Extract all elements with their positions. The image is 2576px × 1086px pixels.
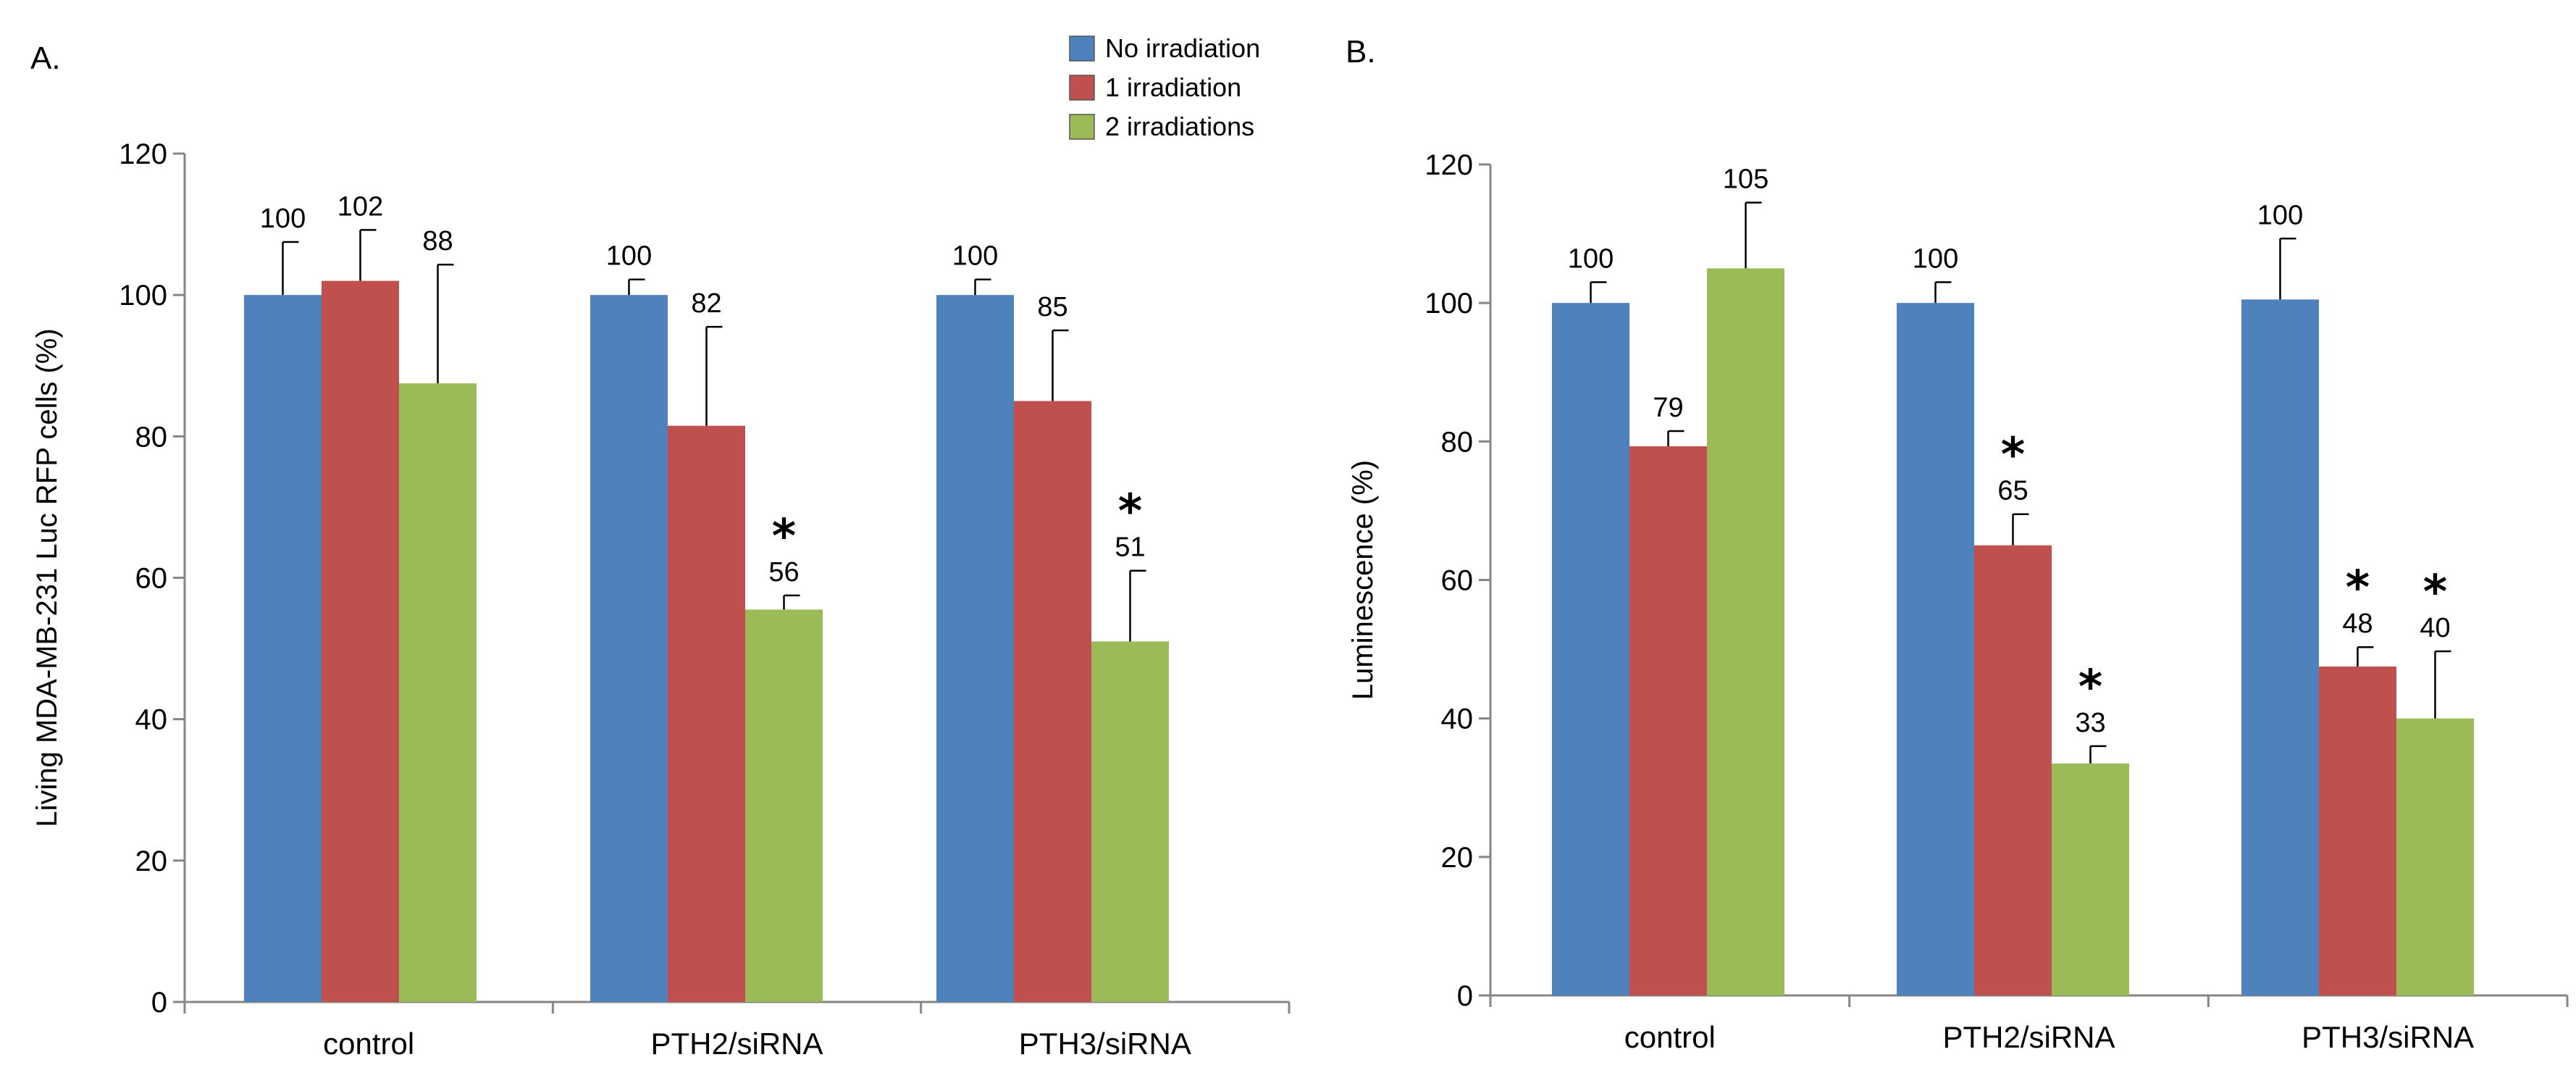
panel-a-y-tick-label: 120 [119,138,167,170]
panel-a-y-axis-title: Living MDA-MB-231 Luc RFP cells (%) [31,328,63,827]
panel-b-data-label: 100 [1913,243,1958,274]
legend-label: 2 irradiations [1105,112,1254,141]
panel-b-y-tick-label: 80 [1441,426,1474,458]
panel-b-significance-star: * [2078,661,2102,714]
panel-b-bar [1707,268,1784,995]
panel-a-label: A. [30,41,61,76]
panel-a-data-label: 82 [691,288,721,319]
panel-a-category-label: control [323,1027,414,1061]
panel-a-bar [745,609,823,1002]
legend-swatch [1069,35,1095,62]
panel-b-bar [1552,303,1629,996]
panel-b-category-label: control [1624,1020,1716,1054]
panel-b-y-tick-label: 100 [1425,288,1473,319]
panel-a-significance-star: * [1118,485,1142,539]
panel-b-data-label: 100 [2257,200,2303,230]
panel-b-y-tick-label: 20 [1441,842,1474,874]
panel-b-bar [2241,299,2319,995]
panel-b-data-label: 33 [2075,708,2105,738]
panel-a-data-label: 51 [1115,532,1145,563]
legend-swatch [1069,75,1095,101]
panel-a-bar [668,425,745,1002]
panel-b-data-label: 48 [2342,609,2372,639]
legend-label: 1 irradiation [1105,72,1241,102]
panel-b-bar [1974,545,2052,995]
panel-a-bar [244,295,322,1003]
panel-a-bar [399,383,477,1002]
legend-label: No irradiation [1105,33,1260,63]
panel-a-data-label: 100 [260,204,306,234]
panel-a-y-tick-label: 40 [135,704,168,736]
legend-swatch [1069,114,1095,140]
panel-b-y-tick-label: 40 [1441,703,1474,735]
panel-b-significance-star: * [2001,429,2025,483]
panel-b-bar [1897,303,1974,996]
panel-b-y-tick-label: 60 [1441,565,1474,597]
chart-panel-a: A. 0 20 40 60 80 100 120 Living MDA-MB-231 Luc R… [30,41,1291,1061]
panel-b-bar [1629,446,1707,995]
panel-a-data-label: 100 [952,241,998,272]
panel-a-bar [322,280,399,1002]
legend: No irradiation 1 irradiation 2 irradiatio… [1069,33,1260,141]
panel-a-bar [1014,401,1091,1002]
panel-a-data-label: 102 [337,191,383,222]
panel-a-bar [1091,641,1169,1002]
panel-b-category-label: PTH2/siRNA [1942,1020,2115,1054]
panel-a-bar [936,295,1014,1003]
panel-a-y-tick-label: 60 [135,563,168,595]
panel-a-y-tick-label: 20 [135,845,168,877]
panel-a-data-label: 56 [768,557,799,588]
panel-b-bar [2396,718,2474,995]
panel-b-bar [2319,666,2396,995]
panel-b-data-label: 79 [1653,393,1683,423]
panel-b-bar [2052,763,2129,995]
panel-a-data-label: 100 [606,241,652,272]
panel-a-y-tick-label: 0 [151,987,167,1019]
panel-b-y-axis-title: Luminescence (%) [1347,460,1379,700]
panel-b-data-label: 65 [1997,476,2028,506]
panel-b-significance-star: * [2423,566,2447,619]
panel-b-data-label: 105 [1723,164,1769,195]
panel-a-y-tick-label: 80 [135,421,168,453]
panel-b-label: B. [1346,34,1376,70]
panel-b-data-label: 40 [2420,613,2450,643]
panel-a-category-label: PTH2/siRNA [650,1027,823,1061]
panel-b-data-label: 100 [1568,243,1614,274]
panel-a-category-label: PTH3/siRNA [1019,1027,1191,1061]
panel-b-y-tick-label: 0 [1457,980,1473,1012]
panel-a-data-label: 85 [1037,292,1067,322]
chart-panel-b: B. 0 20 40 60 80 100 120 Luminescence (%) 100 79 10… [1346,34,2569,1054]
panel-a-y-tick-label: 100 [119,280,167,312]
panel-a-significance-star: * [772,510,796,564]
panel-b-category-label: PTH3/siRNA [2302,1020,2474,1054]
panel-b-significance-star: * [2346,561,2370,615]
panel-a-bar [590,295,668,1003]
panel-a-data-label: 88 [422,226,453,256]
panel-b-y-tick-label: 120 [1425,149,1473,181]
